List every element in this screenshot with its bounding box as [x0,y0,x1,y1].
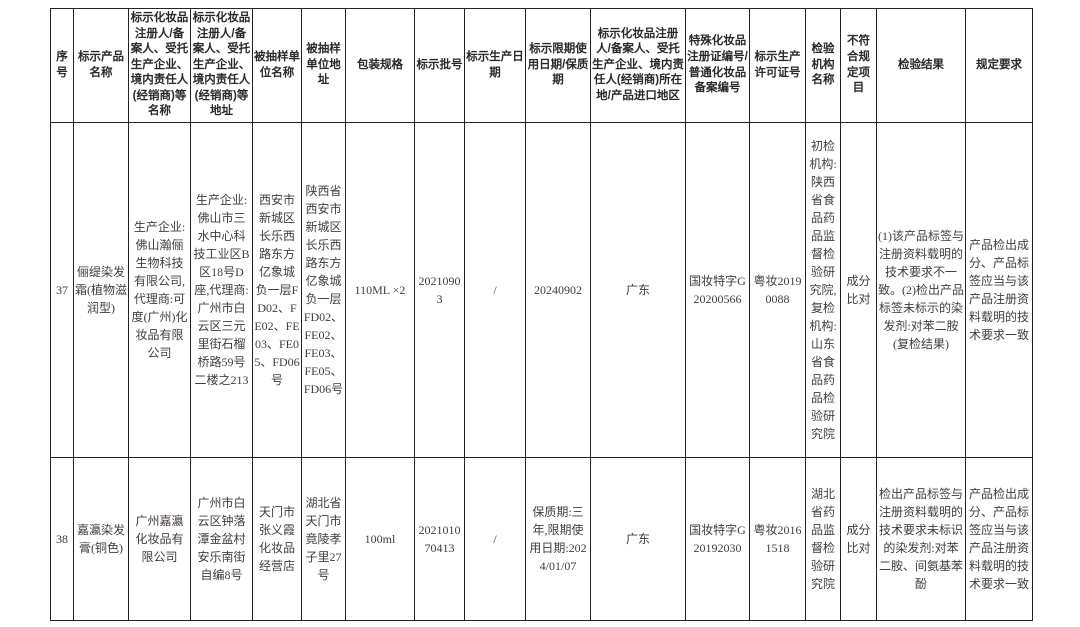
cell-registrant-location: 广东 [590,122,686,458]
header-sampled-unit-name: 被抽样单位名称 [252,8,302,123]
cell-registrant-address: 广州市白云区钟落潭金盆村安乐南街自编8号 [190,457,253,621]
cell-inspection-result: (1)该产品标签与注册资料载明的技术要求不一致。(2)检出产品标签未标示的染发剂… [876,122,966,458]
header-expiry-date: 标示限期使用日期/保质期 [525,8,591,123]
cell-sampled-unit-address: 陕西省西安市新城区长乐西路东方亿象城负一层FD02、FE02、FE03、FE05… [301,122,346,458]
cell-batch-number: 202101070413 [414,457,465,621]
header-inspection-agency: 检验机构名称 [805,8,841,123]
cell-package-spec: 110ML ×2 [345,122,415,458]
header-noncompliant-item: 不符合规定项目 [840,8,877,123]
header-registrant-address: 标示化妆品注册人/备案人、受托生产企业、境内责任人(经销商)等地址 [190,8,253,123]
cell-sampled-unit-address: 湖北省天门市竟陵孝子里27号 [301,457,346,621]
cell-production-license: 粤妆20161518 [749,457,806,621]
cell-production-date: / [464,122,526,458]
cell-registrant-name: 广州嘉瀛化妆品有限公司 [128,457,191,621]
header-batch-number: 标示批号 [414,8,465,123]
header-registration-number: 特殊化妆品注册证编号/普通化妆品备案编号 [685,8,750,123]
cell-registration-number: 国妆特字G20192030 [685,457,750,621]
cell-production-license: 粤妆20190088 [749,122,806,458]
cell-sampled-unit-name: 西安市新城区长乐西路东方亿象城负一层FD02、FE02、FE03、FE05、FD… [252,122,302,458]
header-production-license: 标示生产许可证号 [749,8,806,123]
cell-product-name: 嘉瀛染发膏(铜色) [73,457,129,621]
cell-seq: 37 [50,122,74,458]
cell-production-date: / [464,457,526,621]
cell-seq: 38 [50,457,74,621]
cell-product-name: 俪缇染发霜(植物滋润型) [73,122,129,458]
table-row-38: 38 嘉瀛染发膏(铜色) 广州嘉瀛化妆品有限公司 广州市白云区钟落潭金盆村安乐南… [50,457,1033,621]
header-product-name: 标示产品名称 [73,8,129,123]
cell-noncompliant-item: 成分比对 [840,122,877,458]
cell-registrant-address: 生产企业:佛山市三水中心科技工业区B区18号D座,代理商:广州市白云区三元里街石… [190,122,253,458]
cell-requirement: 产品检出成分、产品标签应当与该产品注册资料载明的技术要求一致 [965,122,1033,458]
cell-requirement: 产品检出成分、产品标签应当与该产品注册资料载明的技术要求一致 [965,457,1033,621]
header-sampled-unit-address: 被抽样单位地址 [301,8,346,123]
cell-inspection-agency: 湖北省药品监督检验研究院 [805,457,841,621]
header-seq: 序号 [50,8,74,123]
header-package-spec: 包装规格 [345,8,415,123]
cell-inspection-result: 检出产品标签与注册资料载明的技术要求未标识的染发剂:对苯二胺、间氨基苯酚 [876,457,966,621]
header-registrant-name: 标示化妆品注册人/备案人、受托生产企业、境内责任人(经销商)等名称 [128,8,191,123]
cell-package-spec: 100ml [345,457,415,621]
cell-noncompliant-item: 成分比对 [840,457,877,621]
header-production-date: 标示生产日期 [464,8,526,123]
header-requirement: 规定要求 [965,8,1033,123]
cell-expiry-date: 20240902 [525,122,591,458]
cell-expiry-date: 保质期:三年,限期使用日期:2024/01/07 [525,457,591,621]
table-row-37: 37 俪缇染发霜(植物滋润型) 生产企业:佛山瀚俪生物科技有限公司,代理商:可度… [50,122,1033,458]
header-inspection-result: 检验结果 [876,8,966,123]
cell-inspection-agency: 初检机构:陕西省食品药品监督检验研究院,复检机构:山东省食品药品检验研究院 [805,122,841,458]
cell-registrant-name: 生产企业:佛山瀚俪生物科技有限公司,代理商:可度(广州)化妆品有限公司 [128,122,191,458]
cell-registration-number: 国妆特字G20200566 [685,122,750,458]
cell-sampled-unit-name: 天门市张义霞化妆品经营店 [252,457,302,621]
cell-registrant-location: 广东 [590,457,686,621]
header-registrant-location: 标示化妆品注册人/备案人、受托生产企业、境内责任人(经销商)所在地/产品进口地区 [590,8,686,123]
header-row: 序号 标示产品名称 标示化妆品注册人/备案人、受托生产企业、境内责任人(经销商)… [50,8,1033,123]
cell-batch-number: 20210903 [414,122,465,458]
inspection-table: 序号 标示产品名称 标示化妆品注册人/备案人、受托生产企业、境内责任人(经销商)… [50,8,1033,621]
